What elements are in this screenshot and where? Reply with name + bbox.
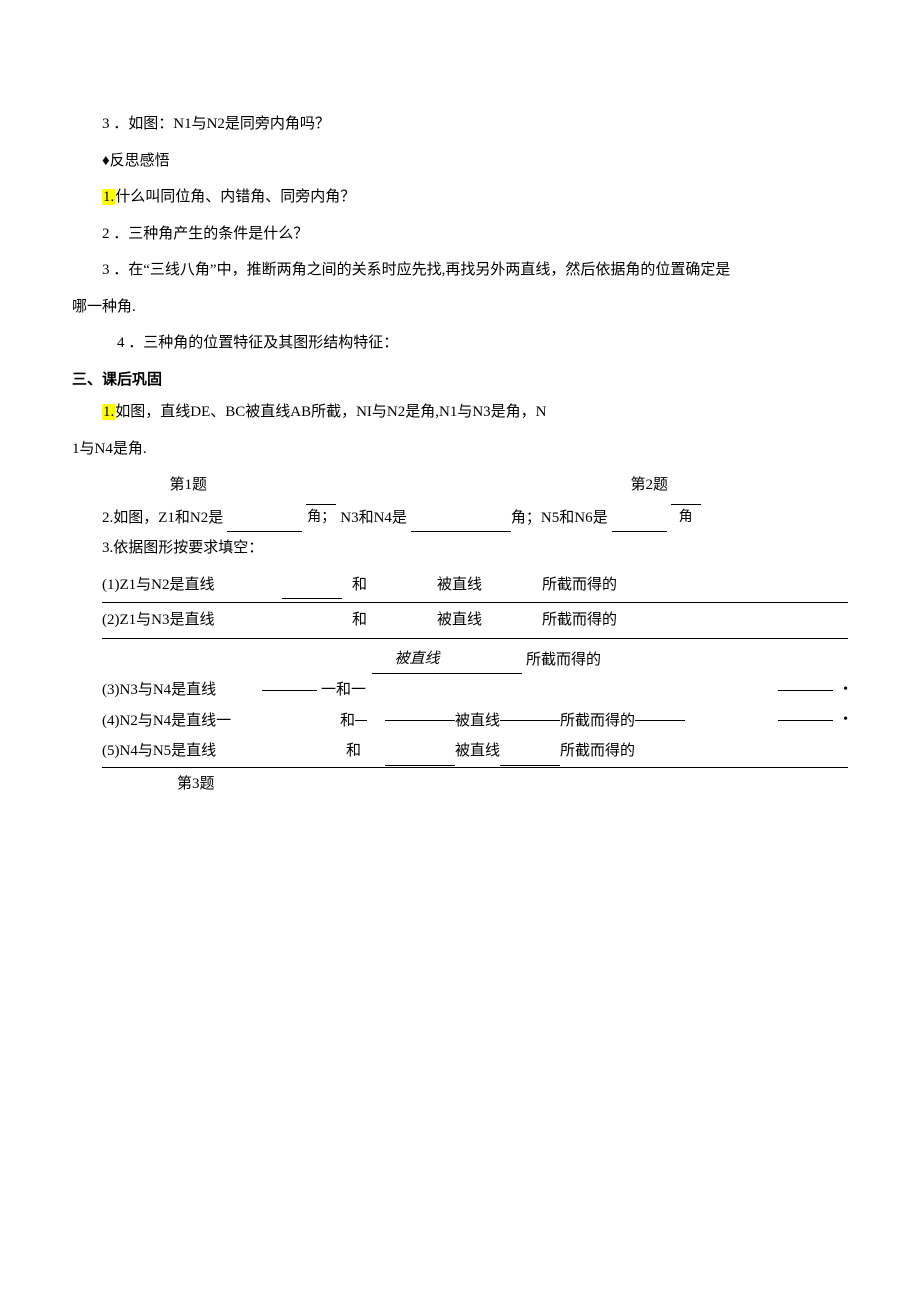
r4-c1: (4)N2与N4是直线一: [102, 707, 292, 736]
r5-blank2: [385, 765, 455, 766]
r3-c1: (3)N3与N4是直线: [102, 676, 262, 705]
r5-c1: (5)N4与N5是直线: [102, 737, 282, 766]
q2-part-b: N3和N4是: [340, 504, 407, 533]
r5-bei: 被直线: [455, 737, 500, 766]
figure-labels-row: 第1题 第2题: [72, 471, 848, 500]
r4-suo: 所截而得的: [560, 707, 635, 736]
q2-jiao-2: 角；N5和N6是: [511, 504, 608, 533]
fill-row-2: (2)Z1与N3是直线 和 被直线 所截而得的: [102, 603, 848, 639]
r1-c1: (1)Z1与N2是直线: [102, 571, 282, 600]
figure-1-label: 第1题: [170, 471, 208, 500]
question-3-top: 3 ．如图：N1与N2是同旁内角吗？: [72, 110, 848, 139]
q2-jiao-col: 角；: [306, 504, 336, 532]
q2-jiao-3: 角: [679, 505, 693, 532]
highlight-2: 1.: [102, 404, 115, 420]
q2-jiao-col-2: 角: [671, 504, 701, 532]
r5-blank3: [500, 765, 560, 766]
q2-blank-3: [612, 531, 667, 532]
r4-blank2: [385, 720, 455, 721]
figure-3-label: 第3题: [177, 770, 848, 799]
reflect-1-text: 什么叫同位角、内错角、同旁内角？: [115, 189, 355, 205]
q2-blank-1: [227, 531, 302, 532]
r4-blank3: [500, 720, 560, 721]
q2-part-a: 2.如图，Z1和N2是: [102, 504, 223, 533]
r5-suo: 所截而得的: [560, 737, 635, 766]
r1-bei: 被直线: [437, 571, 482, 600]
r1-suo: 所截而得的: [542, 571, 617, 600]
r1-blank-1: [282, 598, 342, 599]
r4-he: 和: [340, 707, 355, 736]
r4-sm: [355, 720, 367, 721]
fill-blank-grid: (1)Z1与N2是直线 和 被直线 所截而得的 (2)Z1与N3是直线 和 被直…: [72, 571, 848, 799]
r3-he: 一和一: [321, 676, 366, 705]
section-3-header: 三、课后巩固: [72, 366, 848, 395]
reflect-item-1: 1.什么叫同位角、内错角、同旁内角？: [72, 183, 848, 212]
figure-2-label: 第2题: [630, 471, 668, 500]
reflect-header: ♦反思感悟: [72, 147, 848, 176]
bullet-1: •: [843, 677, 848, 704]
r4-blank4: [635, 720, 685, 721]
r3-blank: [262, 690, 317, 691]
bullet-2: •: [843, 707, 848, 734]
q2-blank-2: [411, 531, 511, 532]
fill-row-1: (1)Z1与N2是直线 和 被直线 所截而得的: [102, 571, 848, 604]
highlight-1: 1.: [102, 189, 115, 205]
fill-row-5: (5)N4与N5是直线 和 被直线 所截而得的: [102, 736, 848, 768]
r4-bei: 被直线: [455, 707, 500, 736]
fill-row-3: (3)N3与N4是直线 一和一 •: [102, 675, 848, 706]
practice-1b: 1与N4是角.: [72, 435, 848, 464]
reflect-item-3: 3 ．在“三线八角”中，推断两角之间的关系时应先找,再找另外两直线，然后依据角的…: [72, 256, 848, 285]
fill-row-3-top: 被直线 所截而得的: [102, 639, 848, 676]
practice-2-row: 2.如图，Z1和N2是 角； N3和N4是 角；N5和N6是 角: [102, 504, 848, 533]
r1-he: 和: [352, 571, 367, 600]
r2-c1: (2)Z1与N3是直线: [102, 606, 282, 635]
reflect-item-3b: 哪一种角.: [72, 293, 848, 322]
q2-jiao-1: 角；: [307, 505, 335, 532]
r3top-bei: 被直线: [372, 645, 462, 675]
reflect-item-2: 2 ．三种角产生的条件是什么？: [72, 220, 848, 249]
fill-row-4: (4)N2与N4是直线一 和 被直线 所截而得的 •: [102, 706, 848, 737]
practice-1: 1.如图，直线DE、BC被直线AB所截，NI与N2是角,N1与N3是角，N: [72, 398, 848, 427]
r5-he: 和: [346, 737, 361, 766]
reflect-item-4: 4 ．三种角的位置特征及其图形结构特征：: [72, 329, 848, 358]
r2-suo: 所截而得的: [542, 606, 617, 635]
practice-3: 3.依据图形按要求填空：: [102, 534, 848, 563]
r3top-suo: 所截而得的: [526, 646, 601, 675]
r2-bei: 被直线: [437, 606, 482, 635]
practice-1-text: 如图，直线DE、BC被直线AB所截，NI与N2是角,N1与N3是角，N: [115, 404, 546, 420]
r3-end-blank: [778, 690, 833, 691]
r2-he: 和: [352, 606, 367, 635]
r4-end-blank: [778, 720, 833, 721]
r3top-blank: [462, 673, 522, 674]
